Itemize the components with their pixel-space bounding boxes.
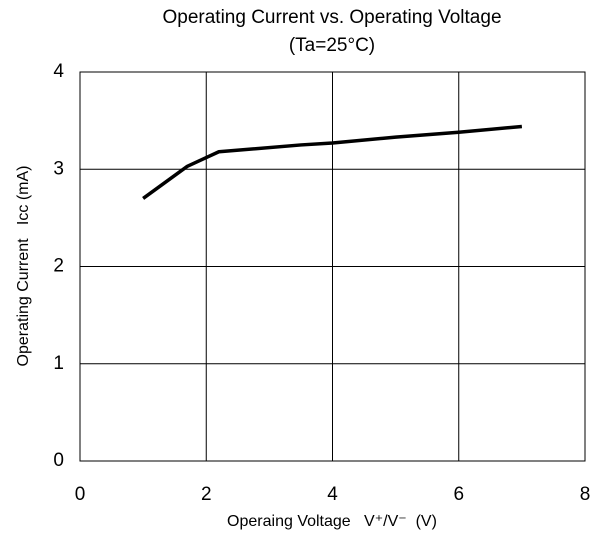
chart-title: Operating Current vs. Operating Voltage — [162, 7, 501, 28]
y-axis-label: Operating Current Icc (mA) — [15, 166, 32, 367]
y-tick-label: 3 — [53, 158, 64, 179]
x-tick-label: 6 — [453, 484, 464, 505]
plot-frame — [79, 71, 586, 462]
x-tick-label: 8 — [580, 484, 591, 505]
y-tick-label: 0 — [53, 450, 64, 471]
chart-subtitle: (Ta=25°C) — [289, 35, 375, 56]
y-tick-label: 4 — [53, 61, 64, 82]
y-tick-label: 1 — [53, 353, 64, 374]
x-axis-label: Operaing Voltage V⁺/V⁻ (V) — [227, 513, 437, 530]
x-tick-label: 4 — [327, 484, 338, 505]
y-tick-label: 2 — [53, 256, 64, 277]
data-line — [142, 124, 523, 200]
x-tick-label: 2 — [201, 484, 212, 505]
x-tick-label: 0 — [75, 484, 86, 505]
